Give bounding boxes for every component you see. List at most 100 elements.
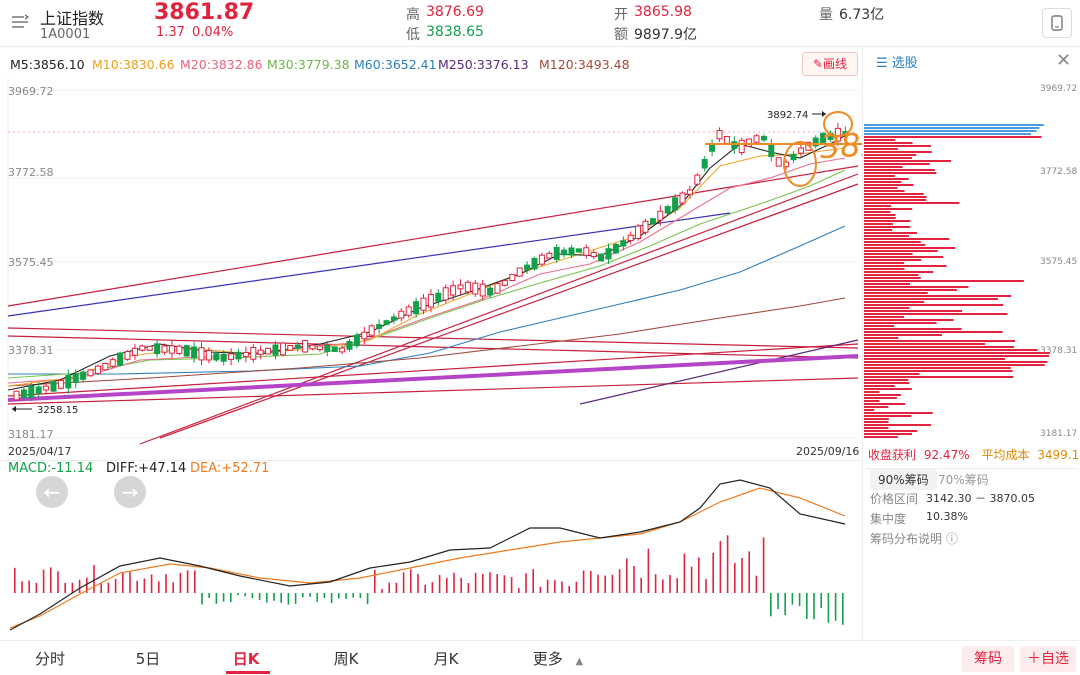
candle[interactable] <box>72 374 79 383</box>
candle[interactable] <box>279 342 286 356</box>
candle[interactable] <box>205 350 212 361</box>
candle[interactable] <box>242 352 249 357</box>
candle[interactable] <box>94 365 101 375</box>
candle[interactable] <box>50 380 57 392</box>
candle[interactable] <box>65 374 72 389</box>
candle[interactable] <box>664 206 671 214</box>
candle[interactable] <box>109 359 116 367</box>
add-watchlist-button[interactable]: ＋自选 <box>1020 646 1076 672</box>
candle[interactable] <box>28 385 35 399</box>
candle[interactable] <box>575 248 582 253</box>
candle[interactable] <box>294 344 301 349</box>
candle[interactable] <box>812 137 819 147</box>
chip-button[interactable]: 筹码 <box>962 646 1014 672</box>
candle[interactable] <box>154 343 161 355</box>
candle[interactable] <box>287 344 294 351</box>
candle[interactable] <box>383 320 390 325</box>
tab-chip-90[interactable]: 90%筹码 <box>870 469 937 490</box>
candle[interactable] <box>649 218 656 225</box>
select-stock-button[interactable]: ☰ 选股 <box>876 52 918 71</box>
candle[interactable] <box>124 351 131 360</box>
candles[interactable] <box>13 123 849 402</box>
candle[interactable] <box>13 390 20 401</box>
tab-intraday[interactable]: 分时 <box>34 650 65 668</box>
candle[interactable] <box>272 344 279 356</box>
landscape-button[interactable] <box>1042 8 1072 38</box>
candle[interactable] <box>146 345 153 351</box>
candle[interactable] <box>302 340 309 353</box>
draw-line-button[interactable]: ✎画线 <box>802 52 858 76</box>
candle[interactable] <box>87 369 94 377</box>
candle[interactable] <box>509 273 516 282</box>
candle[interactable] <box>583 247 590 256</box>
candle[interactable] <box>353 334 360 347</box>
candle[interactable] <box>139 345 146 351</box>
candle[interactable] <box>612 243 619 254</box>
candle[interactable] <box>168 345 175 354</box>
candle[interactable] <box>339 347 346 353</box>
candle[interactable] <box>701 158 708 169</box>
candle[interactable] <box>620 240 627 247</box>
candle[interactable] <box>598 253 605 262</box>
candle[interactable] <box>228 353 235 361</box>
candle[interactable] <box>361 331 368 340</box>
candle[interactable] <box>35 386 42 394</box>
candle[interactable] <box>753 135 760 143</box>
candle[interactable] <box>501 280 508 286</box>
trend-lines[interactable] <box>7 165 859 445</box>
candle[interactable] <box>479 283 486 297</box>
candle[interactable] <box>568 247 575 256</box>
candle[interactable] <box>213 353 220 361</box>
candle[interactable] <box>257 349 264 355</box>
candle[interactable] <box>672 197 679 211</box>
candle[interactable] <box>176 345 183 355</box>
candle[interactable] <box>309 344 316 350</box>
candle[interactable] <box>686 189 693 195</box>
candle[interactable] <box>635 225 642 240</box>
next-button[interactable]: → <box>114 476 146 508</box>
candle[interactable] <box>442 287 449 301</box>
candle[interactable] <box>435 292 442 302</box>
candle[interactable] <box>605 248 612 260</box>
candle[interactable] <box>657 210 664 221</box>
candle[interactable] <box>265 347 272 355</box>
candle[interactable] <box>738 139 745 154</box>
close-button[interactable]: ✕ <box>1056 50 1071 71</box>
tab-more[interactable]: 更多 ▲ <box>518 648 598 669</box>
candle[interactable] <box>679 192 686 204</box>
candle[interactable] <box>516 267 523 277</box>
tab-5day[interactable]: 5日 <box>135 650 161 668</box>
candle[interactable] <box>390 316 397 321</box>
candle[interactable] <box>413 301 420 315</box>
candle[interactable] <box>117 352 124 366</box>
hand-annotation[interactable] <box>705 111 862 187</box>
candle[interactable] <box>398 310 405 319</box>
candle[interactable] <box>731 141 738 149</box>
menu-button[interactable] <box>10 12 30 32</box>
candle[interactable] <box>161 345 168 353</box>
candle[interactable] <box>250 347 257 360</box>
candle[interactable] <box>820 132 827 143</box>
candle[interactable] <box>198 347 205 361</box>
candle[interactable] <box>768 143 775 157</box>
candle[interactable] <box>546 252 553 259</box>
candle[interactable] <box>457 284 464 290</box>
candle[interactable] <box>760 135 767 141</box>
candle[interactable] <box>790 153 797 161</box>
candle[interactable] <box>102 362 109 371</box>
candle[interactable] <box>590 251 597 258</box>
candle[interactable] <box>553 246 560 260</box>
candle[interactable] <box>716 130 723 140</box>
candle[interactable] <box>331 346 338 353</box>
candle[interactable] <box>346 340 353 350</box>
candle[interactable] <box>324 344 331 352</box>
candle[interactable] <box>376 324 383 329</box>
candle[interactable] <box>420 297 427 311</box>
candle[interactable] <box>775 157 782 167</box>
candle[interactable] <box>723 135 730 144</box>
candle[interactable] <box>538 254 545 265</box>
candle[interactable] <box>57 379 64 389</box>
candle[interactable] <box>561 249 568 256</box>
candle[interactable] <box>235 351 242 360</box>
prev-button[interactable]: ← <box>36 476 68 508</box>
